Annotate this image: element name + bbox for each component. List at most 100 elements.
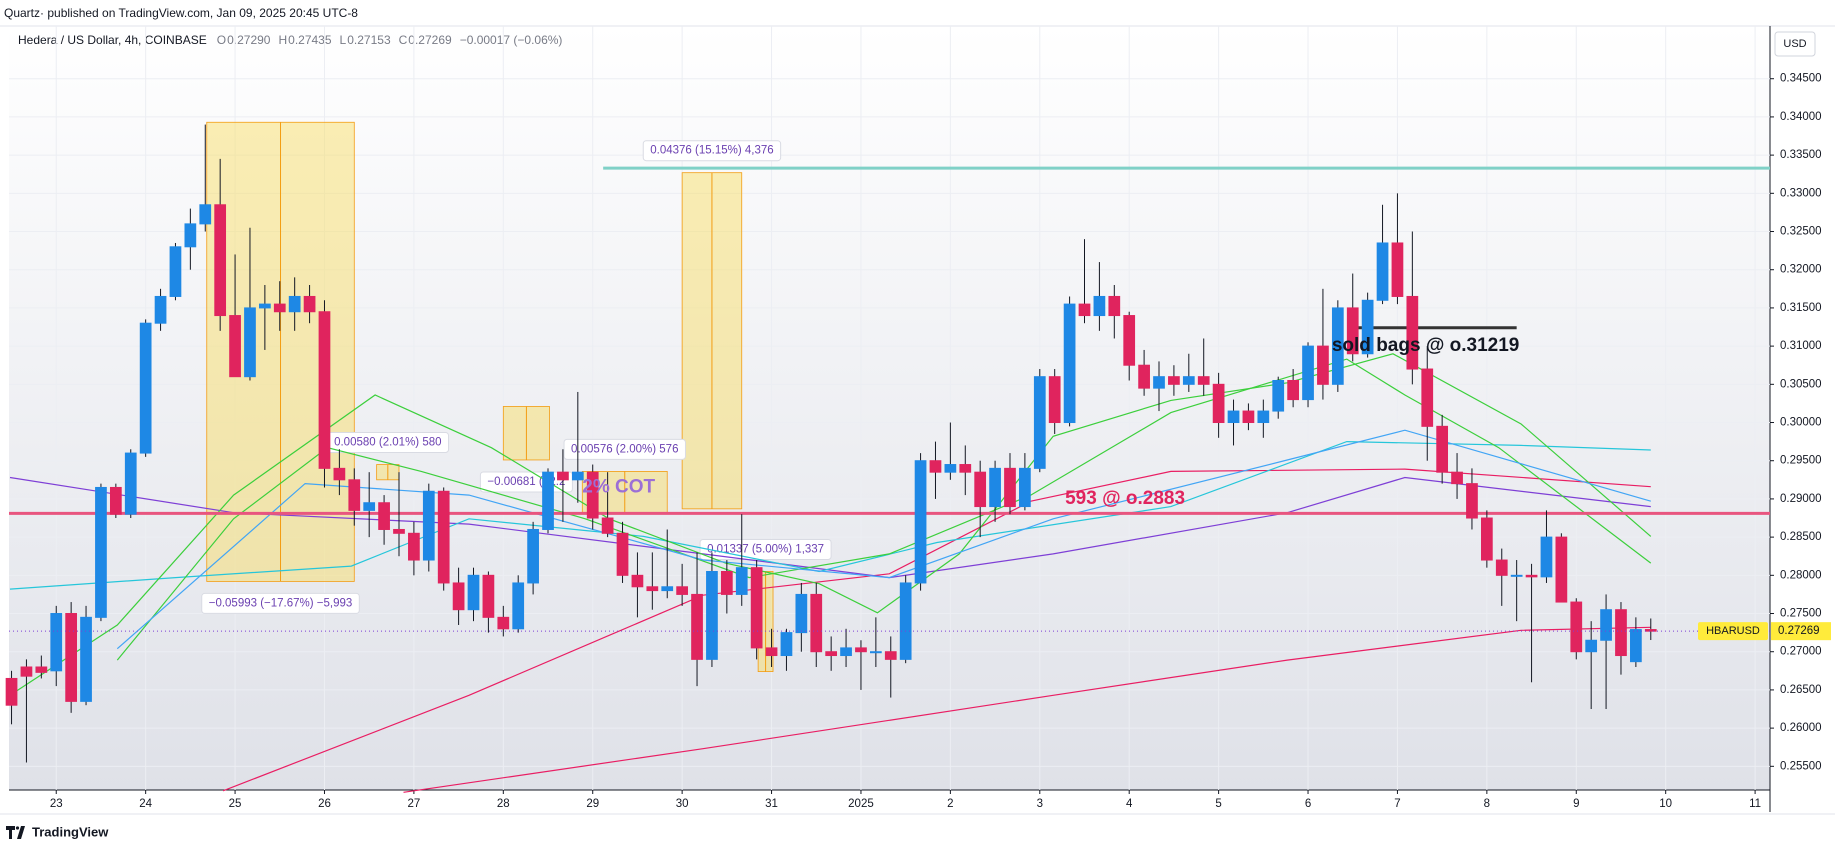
candle-body [1227,410,1240,424]
measure-label-box [201,592,360,614]
candle-body [855,647,867,653]
x-tick-label: 9 [1573,798,1579,810]
candle-body [348,479,361,511]
candle-body [273,303,286,313]
candle-body [1287,379,1299,401]
candle-body [989,467,1001,508]
candle-body [1391,242,1404,297]
candle-body [1406,295,1419,370]
candle-body [691,593,703,660]
candle-body [20,666,33,677]
candle-body [1019,467,1031,508]
candle-body [1466,483,1478,519]
y-tick-label: 0.27500 [1780,608,1822,620]
x-tick-label: 4 [1126,798,1133,810]
annotation: sold bags @ o.31219 [1332,335,1520,356]
x-tick-label: 8 [1484,798,1490,810]
candle-body [184,223,197,248]
candle-body [1212,383,1225,424]
y-tick-label: 0.26000 [1780,722,1822,734]
candle-body [780,632,793,657]
candle-body [1138,364,1150,389]
candle-body [1361,299,1374,355]
candle-body [1093,295,1106,317]
last-price-tag [1771,622,1831,641]
candle-body [795,593,808,634]
candle-body [1376,242,1389,301]
candle-body [944,464,957,473]
candle-body [1182,376,1195,385]
candle-body [452,582,465,611]
tv-logo [6,826,25,839]
y-tick-label: 0.25500 [1780,760,1822,772]
candle-body [959,464,972,473]
x-tick-label: 23 [50,798,63,810]
candle-body [214,204,227,317]
candle-body [1272,379,1285,412]
candle-body [1302,345,1314,401]
publisher: Quartz· published on TradingView.com, Ja… [4,6,358,20]
candle-body [244,307,256,378]
brand: TradingView [32,824,109,839]
y-tick-label: 0.30500 [1780,378,1822,390]
ohlc-key: O [217,33,226,47]
annotation: 2% COT [582,476,655,497]
ohlc-value: 0.27269 [408,33,452,47]
candle-body [601,517,614,534]
y-tick-label: 0.33500 [1780,149,1822,161]
candle-body [1495,559,1508,576]
measure-label: 0.04376 (15.15%) 4,376 [650,145,773,157]
x-tick-label: 29 [586,798,599,810]
y-tick-label: 0.34000 [1780,111,1822,123]
x-tick-label: 11 [1749,798,1761,810]
x-tick-label: 3 [1037,798,1043,810]
candle-body [1197,376,1210,385]
x-tick-label: 27 [407,798,420,810]
candle-body [1078,303,1091,317]
ohlc-change: −0.00017 (−0.06%) [460,33,563,47]
candle-body [1123,315,1136,366]
candle-body [929,460,942,473]
y-tick-label: 0.28500 [1780,531,1822,543]
candle-body [1331,307,1344,385]
candle-body [124,452,137,515]
ohlc-value: 0.27290 [227,33,271,47]
x-tick-label: 5 [1215,798,1221,810]
candle-body [95,486,107,618]
candle-body [1510,574,1523,577]
candle-body [661,586,674,592]
candle-body [542,471,554,530]
ticker: HBARUSD [1706,625,1760,637]
candle-body [1451,471,1463,485]
y-tick-label: 0.27000 [1780,646,1822,658]
x-tick-label: 24 [139,798,152,810]
ohlc-value: 0.27435 [288,33,332,47]
candle-body [557,471,569,481]
candle-body [318,311,331,469]
candle-body [631,574,644,588]
last-price: 0.27269 [1778,625,1820,637]
x-tick-label: 30 [676,798,689,810]
y-tick-label: 0.31500 [1780,302,1822,314]
candle-body [65,613,78,702]
y-tick-label: 0.32000 [1780,264,1822,276]
currency-box[interactable] [1774,31,1816,57]
candle-body [333,467,346,481]
candle-body [720,570,733,595]
annotation: 593 @ o.2883 [1065,488,1185,509]
candle-body [527,528,539,584]
candle-body [199,204,212,225]
candle-body [139,322,152,454]
ohlc-key: H [278,33,287,47]
measure-label-box [642,140,782,162]
candle-body [750,567,763,649]
y-tick-label: 0.29000 [1780,493,1822,505]
indicator-line [403,626,1651,793]
measure-label: −0.05993 (−17.67%) −5,993 [209,597,353,609]
x-tick-label: 26 [318,798,331,810]
candle-body [35,666,48,673]
candle-body [1585,639,1598,653]
candle-body [1242,410,1255,424]
candle-body [378,502,390,530]
